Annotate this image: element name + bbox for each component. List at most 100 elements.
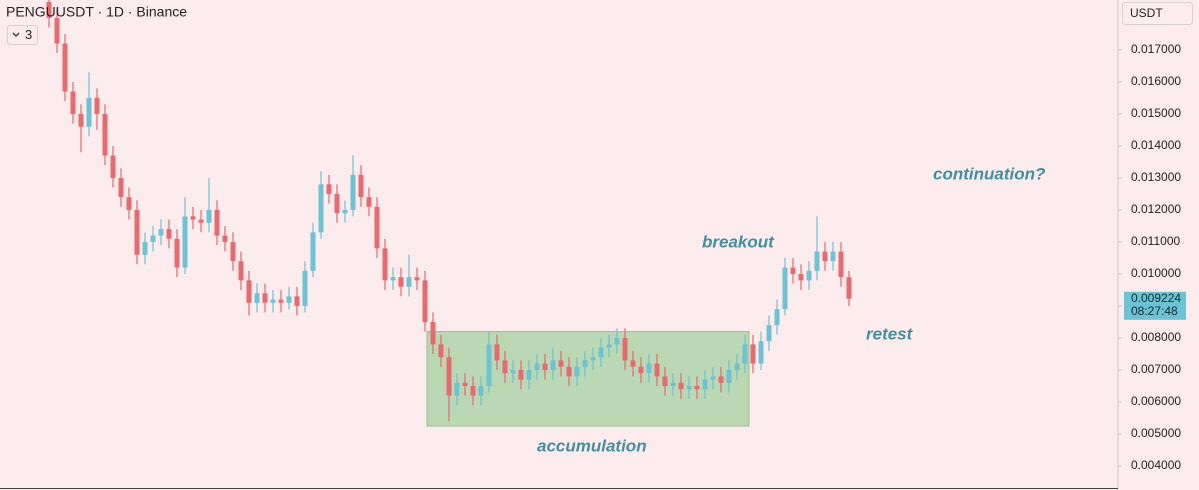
candle-body bbox=[70, 91, 76, 114]
candle-body bbox=[142, 241, 148, 255]
y-tick-label: 0.010000 bbox=[1131, 266, 1181, 280]
candle-body bbox=[174, 238, 180, 268]
candle-body bbox=[350, 174, 356, 210]
candle-body bbox=[294, 296, 300, 306]
candle-body bbox=[750, 344, 756, 364]
candle-body bbox=[150, 235, 156, 242]
candle-body bbox=[774, 309, 780, 326]
candle-body bbox=[86, 97, 92, 127]
candle-body bbox=[206, 209, 212, 223]
candle-body bbox=[222, 235, 228, 242]
candle-body bbox=[510, 369, 516, 374]
plot-area bbox=[46, 0, 852, 427]
candle-body bbox=[310, 232, 316, 271]
y-tick-label: 0.007000 bbox=[1131, 362, 1181, 376]
candle-body bbox=[318, 184, 324, 233]
candle-body bbox=[166, 229, 172, 239]
candle-body bbox=[718, 376, 724, 383]
candle-body bbox=[598, 347, 604, 358]
candle-body bbox=[366, 197, 372, 207]
candle-body bbox=[110, 155, 116, 178]
candle-body bbox=[158, 229, 164, 236]
candle-body bbox=[390, 277, 396, 281]
candle-body bbox=[526, 369, 532, 380]
candle-body bbox=[822, 251, 828, 262]
candle-body bbox=[518, 369, 524, 380]
candle-body bbox=[262, 293, 268, 303]
candle-body bbox=[254, 293, 260, 303]
candle-body bbox=[614, 337, 620, 345]
y-tick-label: 0.012000 bbox=[1131, 202, 1181, 216]
y-tick-label: 0.017000 bbox=[1131, 42, 1181, 56]
y-tick-label: 0.004000 bbox=[1131, 458, 1181, 472]
candle-body bbox=[574, 366, 580, 377]
candle-body bbox=[326, 184, 332, 194]
candle-body bbox=[494, 344, 500, 361]
candle-body bbox=[486, 344, 492, 386]
candle-body bbox=[478, 385, 484, 396]
candle-body bbox=[230, 241, 236, 262]
y-tick-label: 0.005000 bbox=[1131, 426, 1181, 440]
candle-body bbox=[190, 216, 196, 220]
candle-body bbox=[94, 97, 100, 114]
candle-body bbox=[622, 337, 628, 361]
candle-body bbox=[46, 1, 52, 18]
annotation: breakout bbox=[702, 232, 775, 251]
candle-body bbox=[726, 369, 732, 383]
annotation: retest bbox=[866, 324, 914, 343]
annotation: accumulation bbox=[537, 436, 647, 455]
y-tick-label: 0.016000 bbox=[1131, 74, 1181, 88]
candle-body bbox=[782, 267, 788, 310]
annotation: continuation? bbox=[933, 164, 1046, 183]
candle-body bbox=[566, 366, 572, 377]
candle-body bbox=[342, 209, 348, 214]
candle-body bbox=[414, 277, 420, 281]
candle-body bbox=[838, 251, 844, 278]
candle-body bbox=[278, 299, 284, 303]
candle-body bbox=[502, 360, 508, 374]
candle-body bbox=[678, 382, 684, 390]
candle-body bbox=[246, 280, 252, 303]
y-tick-label: 0.013000 bbox=[1131, 170, 1181, 184]
indicators-count: 3 bbox=[25, 27, 32, 42]
candle-body bbox=[646, 363, 652, 374]
indicators-button[interactable]: 3 bbox=[7, 25, 38, 45]
candle-body bbox=[446, 357, 452, 396]
candle-body bbox=[382, 248, 388, 281]
y-tick-label: 0.015000 bbox=[1131, 106, 1181, 120]
candle-body bbox=[702, 379, 708, 390]
candle-body bbox=[638, 366, 644, 374]
candle-body bbox=[734, 363, 740, 370]
candle-body bbox=[422, 280, 428, 322]
candle-body bbox=[118, 177, 124, 198]
candle-body bbox=[694, 385, 700, 390]
candle-body bbox=[630, 360, 636, 367]
candle-body bbox=[182, 216, 188, 268]
currency-button[interactable]: USDT bbox=[1122, 2, 1193, 25]
y-tick-label: 0.014000 bbox=[1131, 138, 1181, 152]
candle-body bbox=[302, 270, 308, 306]
candle-body bbox=[558, 360, 564, 367]
candle-body bbox=[582, 360, 588, 367]
candle-body bbox=[710, 376, 716, 380]
candle-body bbox=[454, 382, 460, 396]
candle-body bbox=[358, 174, 364, 198]
candle-body bbox=[214, 209, 220, 236]
candle-body bbox=[606, 344, 612, 348]
candle-body bbox=[742, 344, 748, 364]
candle-body bbox=[846, 277, 852, 299]
candle-body bbox=[550, 360, 556, 370]
candle-body bbox=[62, 43, 68, 92]
candle-body bbox=[286, 296, 292, 303]
candle-body bbox=[534, 363, 540, 370]
candle-body bbox=[374, 206, 380, 249]
candle-body bbox=[430, 321, 436, 345]
candle-body bbox=[54, 17, 60, 44]
chart-title: PENGUUSDT · 1D · Binance bbox=[6, 4, 187, 20]
candle-body bbox=[238, 261, 244, 281]
candle-body bbox=[126, 197, 132, 210]
candle-body bbox=[758, 341, 764, 364]
candle-body bbox=[806, 270, 812, 281]
